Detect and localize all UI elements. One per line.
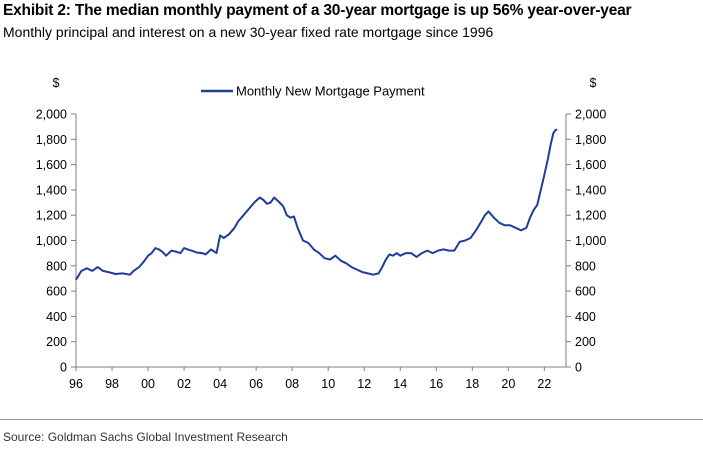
source-note: Source: Goldman Sachs Global Investment …	[3, 430, 288, 444]
left-y-tick-label: 1,000	[36, 234, 67, 248]
left-axis-unit-label: $	[53, 76, 60, 90]
right-y-tick-label: 400	[575, 310, 596, 324]
x-tick-label: 04	[213, 377, 227, 391]
x-tick-label: 10	[321, 377, 335, 391]
x-tick-label: 02	[177, 377, 191, 391]
left-y-tick-label: 1,600	[36, 158, 67, 172]
x-tick-label: 98	[105, 377, 119, 391]
x-tick-label: 12	[357, 377, 371, 391]
right-y-tick-label: 600	[575, 285, 596, 299]
x-tick-label: 22	[537, 377, 551, 391]
left-y-tick-label: 1,200	[36, 209, 67, 223]
right-y-tick-label: 1,800	[575, 133, 606, 147]
left-y-tick-label: 800	[46, 259, 67, 273]
legend-label: Monthly New Mortgage Payment	[236, 84, 425, 99]
left-y-tick-label: 600	[46, 285, 67, 299]
x-tick-label: 14	[393, 377, 407, 391]
series-line-monthly-new-mortgage-payment	[75, 128, 558, 281]
right-y-tick-label: 0	[575, 361, 582, 375]
right-y-tick-label: 1,200	[575, 209, 606, 223]
left-y-tick-label: 1,800	[36, 133, 67, 147]
chart-subtitle: Monthly principal and interest on a new …	[3, 24, 494, 40]
x-tick-label: 20	[501, 377, 515, 391]
x-tick-label: 08	[285, 377, 299, 391]
right-y-tick-label: 1,400	[575, 183, 606, 197]
right-y-tick-label: 800	[575, 259, 596, 273]
x-tick-label: 06	[249, 377, 263, 391]
left-y-tick-label: 2,000	[36, 108, 67, 122]
right-y-tick-label: 1,000	[575, 234, 606, 248]
x-tick-label: 16	[429, 377, 443, 391]
x-tick-label: 18	[465, 377, 479, 391]
left-y-tick-label: 200	[46, 335, 67, 349]
right-axis-unit-label: $	[590, 76, 597, 90]
left-y-tick-label: 1,400	[36, 183, 67, 197]
x-tick-label: 96	[69, 377, 83, 391]
chart-title: Exhibit 2: The median monthly payment of…	[3, 2, 632, 19]
left-y-tick-label: 0	[60, 361, 67, 375]
footer-divider	[0, 419, 703, 420]
left-y-tick-label: 400	[46, 310, 67, 324]
right-y-tick-label: 1,600	[575, 158, 606, 172]
right-y-tick-label: 200	[575, 335, 596, 349]
right-y-tick-label: 2,000	[575, 108, 606, 122]
x-tick-label: 00	[141, 377, 155, 391]
